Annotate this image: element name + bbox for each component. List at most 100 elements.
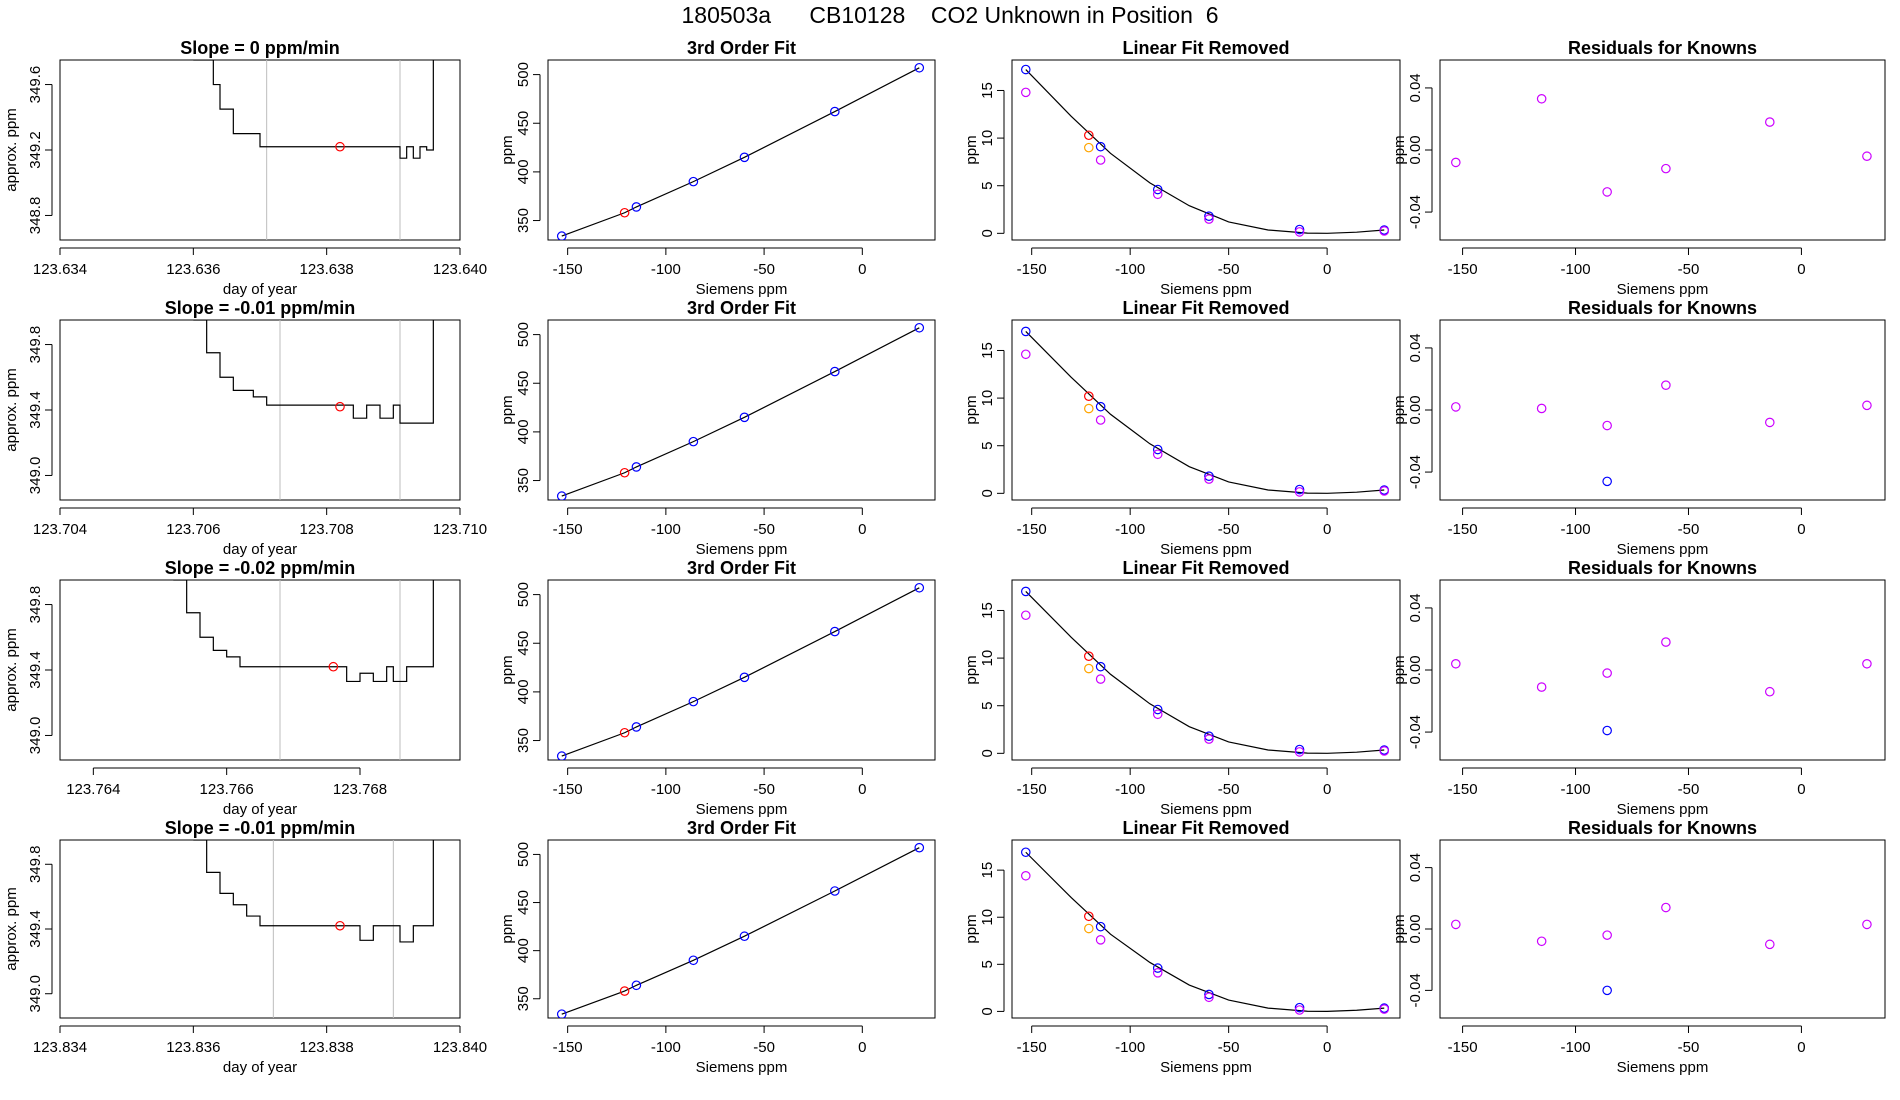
data-point bbox=[1095, 401, 1106, 412]
y-tick-label: 349.0 bbox=[27, 717, 44, 755]
x-tick-label: -100 bbox=[1561, 521, 1591, 538]
x-axis-label: Siemens ppm bbox=[696, 1059, 788, 1076]
x-axis-label: Siemens ppm bbox=[1160, 1059, 1252, 1076]
data-point bbox=[914, 842, 925, 853]
y-tick-label: 0.04 bbox=[1407, 853, 1424, 882]
x-tick-label: -100 bbox=[1115, 521, 1145, 538]
x-tick-label: -150 bbox=[553, 1039, 583, 1056]
data-point bbox=[1095, 141, 1106, 152]
panel-fit3-row1: 3rd Order Fit -150 -100 -50 0 Siemens ppm 350 4… bbox=[499, 38, 936, 298]
x-axis-label: Siemens ppm bbox=[1160, 281, 1252, 298]
data-point bbox=[1020, 64, 1031, 75]
data-layer bbox=[193, 840, 434, 1018]
data-point bbox=[1152, 967, 1163, 978]
data-point bbox=[631, 202, 642, 212]
x-tick-label: 123.706 bbox=[166, 521, 220, 538]
data-point bbox=[1602, 476, 1612, 487]
x-tick-label: 123.640 bbox=[433, 261, 487, 278]
plot-frame bbox=[547, 59, 936, 241]
x-axis-label: Siemens ppm bbox=[1160, 801, 1252, 818]
y-tick-label: 0.04 bbox=[1407, 73, 1424, 102]
data-point bbox=[739, 931, 750, 942]
x-tick-label: 0 bbox=[1797, 1039, 1805, 1056]
x-axis-label: Siemens ppm bbox=[1160, 541, 1252, 558]
y-tick-label: 5 bbox=[979, 702, 996, 710]
data-layer bbox=[1020, 847, 1390, 1015]
data-point bbox=[1204, 211, 1214, 221]
data-point bbox=[1095, 155, 1106, 165]
x-tick-label: -100 bbox=[1115, 1039, 1145, 1056]
data-layer bbox=[1020, 64, 1390, 237]
panel-fit3-row3: 3rd Order Fit -150 -100 -50 0 Siemens ppm 350 4… bbox=[499, 558, 936, 818]
x-tick-label: -50 bbox=[753, 261, 775, 278]
data-point bbox=[619, 986, 630, 996]
data-point bbox=[830, 366, 840, 377]
panel-resid-row2: Residuals for Knowns -150 -100 -50 0 Siemens … bbox=[1391, 298, 1886, 558]
x-tick-label: -50 bbox=[1218, 781, 1240, 798]
x-tick-label: 0 bbox=[858, 521, 866, 538]
y-axis-label: approx. ppm bbox=[3, 108, 20, 191]
data-point bbox=[1020, 326, 1031, 337]
data-point bbox=[1095, 415, 1106, 425]
y-tick-label: 5 bbox=[979, 442, 996, 450]
panel-fit3-row2: 3rd Order Fit -150 -100 -50 0 Siemens ppm 350 4… bbox=[499, 298, 936, 558]
data-point bbox=[1602, 668, 1612, 678]
panel-resid-row4: Residuals for Knowns -150 -100 -50 0 Siemens … bbox=[1391, 818, 1886, 1076]
data-point bbox=[1764, 686, 1775, 697]
y-axis-label: ppm bbox=[963, 395, 980, 424]
x-axis-label: Siemens ppm bbox=[1617, 541, 1709, 558]
plot-frame bbox=[547, 319, 936, 501]
data-point bbox=[631, 980, 642, 991]
data-point bbox=[1084, 142, 1094, 153]
data-point bbox=[830, 886, 840, 896]
y-tick-label: 350 bbox=[515, 208, 532, 233]
data-layer bbox=[556, 842, 925, 1018]
data-layer bbox=[1451, 637, 1872, 736]
x-tick-label: -100 bbox=[1561, 1039, 1591, 1056]
data-point bbox=[688, 955, 699, 966]
plot-frame bbox=[1439, 59, 1886, 241]
x-tick-label: -150 bbox=[1448, 781, 1478, 798]
x-tick-label: 123.836 bbox=[166, 1039, 220, 1056]
data-point bbox=[1451, 658, 1461, 669]
y-tick-label: 350 bbox=[515, 468, 532, 493]
x-axis-label: day of year bbox=[223, 541, 297, 558]
y-axis-label: ppm bbox=[499, 135, 516, 164]
x-tick-label: 123.638 bbox=[300, 261, 354, 278]
data-point bbox=[631, 462, 642, 472]
y-tick-label: 450 bbox=[515, 890, 532, 915]
data-point bbox=[1152, 184, 1163, 195]
x-tick-label: -150 bbox=[1448, 261, 1478, 278]
x-tick-label: 123.838 bbox=[300, 1039, 354, 1056]
data-point bbox=[1084, 130, 1094, 141]
y-tick-label: 349.6 bbox=[27, 66, 44, 104]
data-point bbox=[830, 106, 840, 117]
panel-title: Linear Fit Removed bbox=[1122, 298, 1289, 318]
x-axis-label: Siemens ppm bbox=[1617, 1059, 1709, 1076]
y-tick-label: 500 bbox=[515, 842, 532, 867]
data-layer bbox=[193, 320, 434, 500]
y-tick-label: 450 bbox=[515, 111, 532, 136]
data-point bbox=[914, 582, 925, 593]
panel-title: 3rd Order Fit bbox=[687, 298, 796, 318]
series-line bbox=[1025, 591, 1385, 754]
y-tick-label: 5 bbox=[979, 960, 996, 968]
plot-frame bbox=[1439, 579, 1886, 761]
y-tick-label: 15 bbox=[979, 862, 996, 879]
data-point bbox=[335, 401, 345, 412]
y-tick-label: 349.0 bbox=[27, 975, 44, 1013]
data-point bbox=[688, 696, 699, 707]
y-tick-label: 350 bbox=[515, 986, 532, 1011]
x-tick-label: -100 bbox=[651, 521, 681, 538]
data-point bbox=[1294, 224, 1305, 235]
x-tick-label: -100 bbox=[651, 261, 681, 278]
data-point bbox=[1020, 586, 1031, 597]
x-axis-label: Siemens ppm bbox=[696, 281, 788, 298]
x-tick-label: 0 bbox=[858, 261, 866, 278]
series-line bbox=[1025, 851, 1385, 1013]
data-layer bbox=[556, 62, 925, 240]
y-axis-label: ppm bbox=[1391, 395, 1408, 424]
y-tick-label: 0 bbox=[979, 1007, 996, 1015]
data-point bbox=[1536, 936, 1547, 947]
y-tick-label: 500 bbox=[515, 322, 532, 347]
